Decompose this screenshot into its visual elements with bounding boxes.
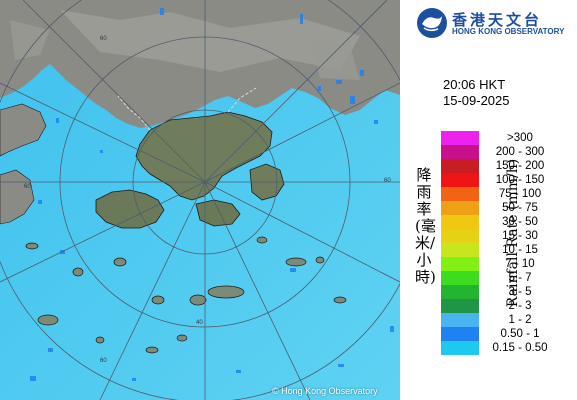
legend-label: 200 - 300 <box>495 146 545 158</box>
hk-island <box>195 199 241 227</box>
legend-swatch <box>441 299 479 313</box>
ring-label-3: 60 <box>384 178 391 184</box>
legend-swatch <box>441 215 479 229</box>
legend-swatch <box>441 243 479 257</box>
legend-swatch <box>441 341 479 355</box>
lantau-island <box>95 189 165 229</box>
legend-swatch <box>441 313 479 327</box>
legend-label: 7 - 10 <box>505 258 535 270</box>
boundary-line <box>117 87 257 131</box>
mainland-texture <box>60 10 360 72</box>
timestamp-date: 15-09-2025 <box>443 93 510 108</box>
rain-echoes <box>30 8 394 381</box>
legend-swatch <box>441 257 479 271</box>
legend-label: 3 - 5 <box>508 286 532 298</box>
pearl-river-land <box>0 103 47 157</box>
legend-swatch <box>441 271 479 285</box>
range-ring-labels: 60 60 60 60 40 <box>24 36 391 364</box>
legend-label: 75 - 100 <box>498 188 542 200</box>
timestamp-time: 20:06 HKT <box>443 77 506 92</box>
mainland-texture-2 <box>10 20 360 80</box>
legend-label: 0.50 - 1 <box>500 328 540 340</box>
legend-label: 5 - 7 <box>508 272 532 284</box>
legend-swatch <box>441 327 479 341</box>
legend-label: 15 - 30 <box>502 230 538 242</box>
legend-labels: >300 200 - 300 150 - 200 100 - 150 75 - 100 5… <box>480 131 560 355</box>
legend-label: 50 - 75 <box>502 202 538 214</box>
legend-swatch <box>441 173 479 187</box>
legend-label: 2 - 3 <box>508 300 532 312</box>
ring-label-5: 40 <box>196 320 203 326</box>
legend-swatches <box>441 131 479 355</box>
hko-logo-icon <box>417 8 447 38</box>
outlying-islands <box>25 236 347 354</box>
legend-title-en: Rainfall Rate (mm/h) <box>505 158 521 308</box>
legend-swatch <box>441 201 479 215</box>
legend-label: 100 - 150 <box>495 174 545 186</box>
ring-label-1: 60 <box>100 36 107 42</box>
copyright-text: © Hong Kong Observatory <box>272 386 378 396</box>
timestamp: 20:06 HKT 15-09-2025 <box>443 77 510 109</box>
legend-label: 30 - 50 <box>502 216 538 228</box>
legend-swatch <box>441 159 479 173</box>
radar-map: 60 60 60 60 40 © Hong Kong Observatory <box>0 0 400 400</box>
legend-swatch <box>441 187 479 201</box>
legend-label: 0.15 - 0.50 <box>492 342 548 354</box>
legend-title-zh: 降雨率(毫米/小時) <box>415 166 436 286</box>
ring-label-2: 60 <box>24 184 31 190</box>
legend-label: 1 - 2 <box>508 314 532 326</box>
hko-name-en: HONG KONG OBSERVATORY <box>452 27 565 36</box>
radar-map-canvas: 60 60 60 60 40 <box>0 0 400 400</box>
legend-label: 10 - 15 <box>502 244 538 256</box>
legend-label: >300 <box>507 132 533 144</box>
hko-logo: 香港天文台 HONG KONG OBSERVATORY <box>416 7 574 39</box>
legend-swatch <box>441 285 479 299</box>
radial-lines <box>0 0 400 400</box>
legend-label: 150 - 200 <box>495 160 545 172</box>
legend-panel: 香港天文台 HONG KONG OBSERVATORY 20:06 HKT 15… <box>400 0 577 400</box>
legend-swatch <box>441 145 479 159</box>
west-land <box>0 169 35 225</box>
legend-swatch <box>441 229 479 243</box>
hko-name-zh: 香港天文台 <box>452 11 543 29</box>
legend-swatch <box>441 131 479 145</box>
ring-label-4: 60 <box>100 358 107 364</box>
